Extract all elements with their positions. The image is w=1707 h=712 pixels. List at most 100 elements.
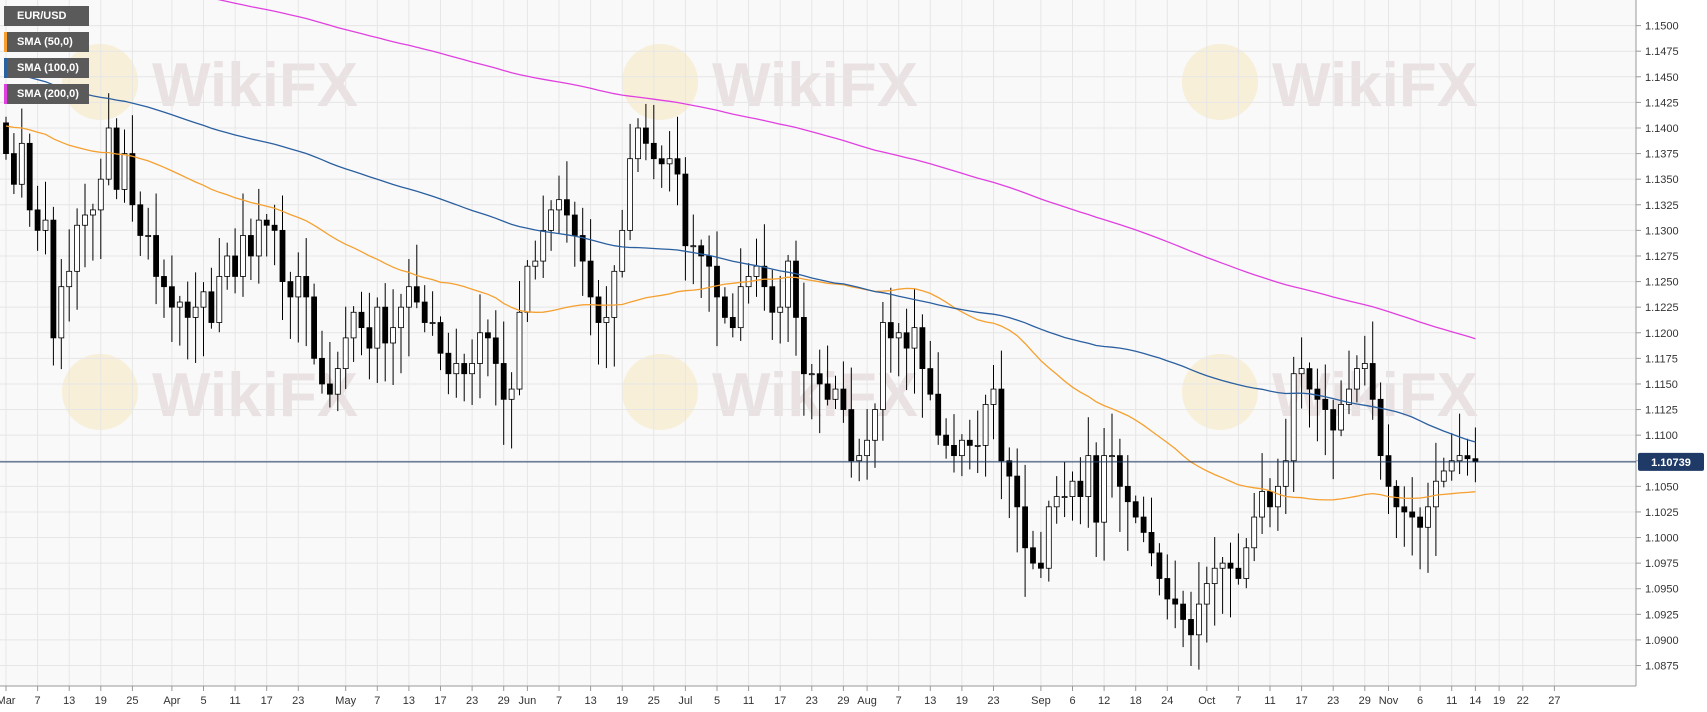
candle-body: [113, 127, 120, 190]
y-tick-label: 1.0900: [1645, 635, 1679, 647]
candle-body: [706, 255, 712, 267]
candle-body: [3, 122, 9, 154]
candle-body: [1425, 506, 1431, 528]
candle-body: [540, 229, 547, 262]
candle-body: [1148, 532, 1155, 554]
candle-body: [429, 322, 436, 324]
candle-body: [532, 260, 539, 267]
candle-body: [824, 383, 831, 400]
x-tick-label: 19: [95, 695, 107, 707]
y-tick-label: 1.1275: [1645, 251, 1679, 263]
candle-body: [1243, 547, 1250, 579]
x-tick-label: Jul: [678, 695, 692, 707]
candle-body: [26, 142, 33, 211]
y-tick-label: 1.1250: [1645, 277, 1679, 289]
candle-body: [548, 209, 554, 231]
candle-body: [1085, 455, 1092, 497]
candle-body: [1022, 506, 1028, 549]
candle-body: [303, 276, 310, 298]
legend-item-eurusd[interactable]: EUR/USD: [4, 6, 89, 26]
x-tick-label: 29: [837, 695, 849, 707]
candle-body: [887, 322, 894, 339]
candle-body: [1045, 506, 1052, 569]
candle-body: [382, 306, 389, 344]
candle-body: [453, 363, 460, 375]
candle-body: [856, 455, 863, 462]
candle-body: [982, 404, 989, 446]
candle-body: [1464, 455, 1471, 460]
candle-body: [816, 373, 823, 385]
candle-body: [1188, 619, 1194, 636]
x-tick-label: 29: [1359, 695, 1371, 707]
x-tick-label: Apr: [163, 695, 180, 707]
candle-body: [168, 286, 175, 308]
candle-body: [832, 388, 839, 400]
current-price-badge: [1638, 452, 1704, 471]
y-tick-label: 1.1350: [1645, 174, 1679, 186]
candle-body: [1472, 458, 1479, 463]
candle-body: [279, 229, 286, 282]
x-tick-label: 27: [1548, 695, 1560, 707]
current-price-label: 1.10739: [1651, 457, 1691, 469]
x-tick-label: 25: [648, 695, 660, 707]
candle-body: [1101, 455, 1107, 523]
candle-body: [326, 383, 333, 395]
candle-body: [1275, 485, 1281, 508]
x-tick-label: 23: [987, 695, 999, 707]
legend-swatch-sma50: [4, 32, 7, 52]
x-tick-label: 17: [434, 695, 446, 707]
sma-50-line: [5, 125, 1476, 501]
legend-label-sma100: SMA (100,0): [17, 62, 79, 74]
legend-item-sma100[interactable]: SMA (100,0): [4, 58, 89, 78]
candle-body: [927, 368, 934, 395]
candle-body: [461, 363, 468, 375]
y-tick-label: 1.1500: [1645, 21, 1679, 33]
candle-body: [682, 173, 689, 247]
candle-body: [1069, 480, 1076, 497]
candle-body: [729, 317, 736, 329]
candle-body: [895, 332, 902, 339]
x-tick-label: 6: [1069, 695, 1075, 707]
y-tick-label: 1.1225: [1645, 302, 1679, 314]
x-tick-label: Oct: [1198, 695, 1215, 707]
candle-body: [1124, 485, 1131, 503]
candle-body: [864, 439, 870, 457]
candle-body: [1164, 578, 1171, 600]
chart-legend: EUR/USD SMA (50,0) SMA (100,0) SMA (200,…: [4, 6, 89, 104]
candle-body: [82, 214, 88, 226]
candle-body: [1409, 511, 1416, 518]
x-tick-label: 19: [956, 695, 968, 707]
candle-body: [319, 357, 325, 385]
candle-body: [666, 158, 673, 165]
candle-body: [1117, 455, 1123, 487]
candle-body: [674, 158, 681, 175]
candle-body: [1298, 368, 1305, 375]
x-tick-label: 7: [556, 695, 562, 707]
candle-body: [358, 311, 365, 329]
candle-body: [1251, 516, 1258, 549]
x-tick-label: 18: [1130, 695, 1142, 707]
x-tick-label: Sep: [1031, 695, 1051, 707]
y-tick-label: 1.1200: [1645, 328, 1679, 340]
x-tick-label: 7: [1235, 695, 1241, 707]
candle-body: [1093, 455, 1100, 523]
candle-body: [943, 434, 949, 446]
candle-body: [1385, 455, 1392, 487]
candle-body: [105, 127, 112, 180]
candle-body: [1417, 516, 1423, 528]
x-tick-label: Jun: [519, 695, 537, 707]
x-tick-label: 11: [743, 695, 754, 707]
candle-body: [216, 276, 223, 323]
candle-body: [295, 276, 302, 298]
legend-swatch-eurusd: [4, 6, 7, 26]
candle-body: [492, 337, 499, 364]
candle-body: [287, 281, 294, 298]
x-tick-label: 22: [1517, 695, 1529, 707]
legend-label-sma200: SMA (200,0): [17, 88, 79, 100]
x-tick-label: 24: [1161, 695, 1173, 707]
y-tick-label: 1.1000: [1645, 533, 1679, 545]
legend-item-sma200[interactable]: SMA (200,0): [4, 84, 89, 104]
candle-body: [1219, 562, 1226, 569]
candle-body: [903, 332, 910, 349]
legend-item-sma50[interactable]: SMA (50,0): [4, 32, 89, 52]
